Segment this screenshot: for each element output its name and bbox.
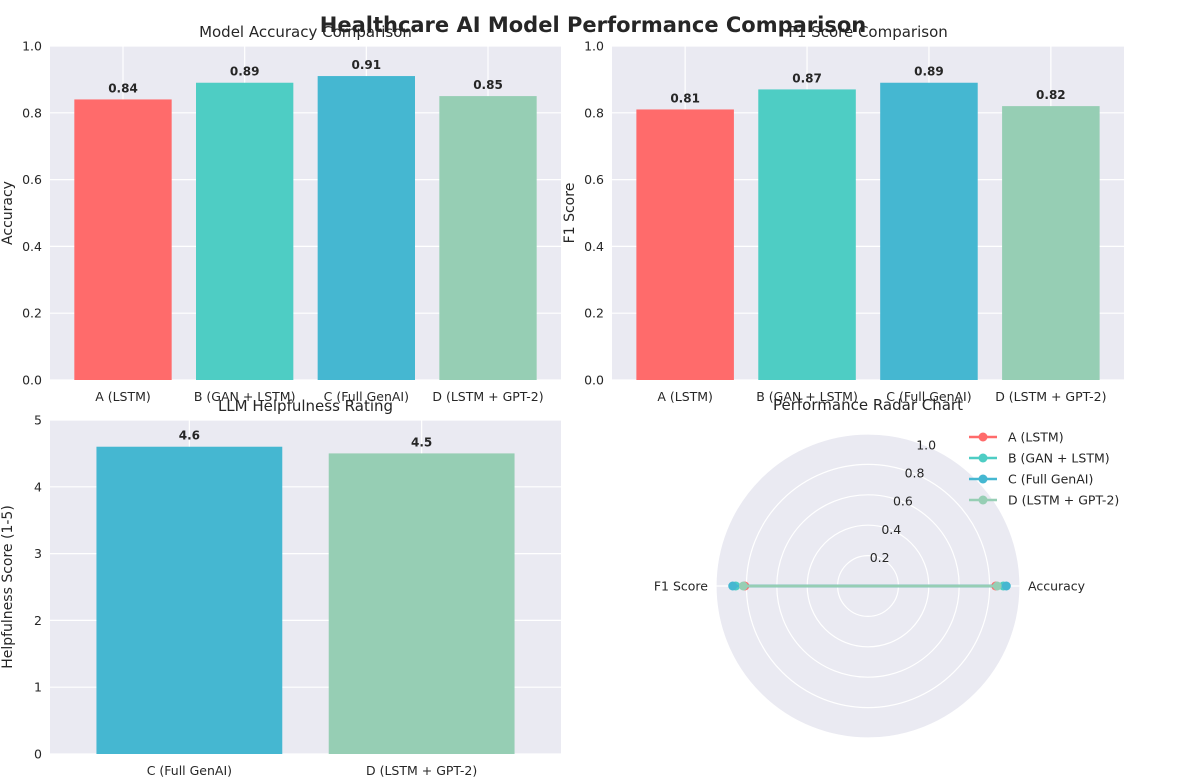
figure-title: Healthcare AI Model Performance Comparis… xyxy=(320,13,866,37)
bar-a-lstm xyxy=(636,109,734,381)
radar-point-c-full-genai xyxy=(728,581,738,591)
y-tick-label: 0 xyxy=(34,747,42,762)
y-tick-label: 0.6 xyxy=(584,172,604,187)
y-tick-label: 0.0 xyxy=(22,373,42,388)
y-tick-label: 5 xyxy=(34,413,42,428)
radar-ring-label: 1.0 xyxy=(916,438,936,453)
y-axis-label: Accuracy xyxy=(0,181,16,245)
legend-marker xyxy=(978,432,988,442)
x-tick-label: A (LSTM) xyxy=(95,389,151,404)
bar-d-lstm-gpt-2 xyxy=(328,453,515,754)
bar-a-lstm xyxy=(74,99,172,380)
y-tick-label: 0.6 xyxy=(22,172,42,187)
y-tick-label: 0.0 xyxy=(584,373,604,388)
radar-ring-label: 0.8 xyxy=(905,466,925,481)
y-tick-label: 0.8 xyxy=(22,105,42,120)
legend-marker xyxy=(978,495,988,505)
y-tick-label: 0.2 xyxy=(584,306,604,321)
radar-point-d-lstm-gpt-2 xyxy=(738,581,748,591)
bar-chart-panel-3: 0 1 2 3 4 5 4.6 C (Full GenAI) 4.5 D (LSTM + GPT-… xyxy=(0,397,561,778)
bar-c-full-genai xyxy=(96,446,283,754)
y-axis-label: F1 Score xyxy=(562,183,578,244)
x-tick-label: B (GAN + LSTM) xyxy=(756,389,858,404)
bar-value-label: 0.81 xyxy=(670,91,700,105)
y-tick-label: 0.4 xyxy=(22,239,42,254)
radar-point-c-full-genai xyxy=(1001,581,1011,591)
x-tick-label: C (Full GenAI) xyxy=(886,389,971,404)
bar-value-label: 0.82 xyxy=(1036,88,1066,102)
radar-chart-panel: 0.2 0.4 0.6 0.8 1.0 Accuracy F1 Score Performan… xyxy=(654,396,1119,739)
radar-ring-label: 0.4 xyxy=(881,522,901,537)
bar-d-lstm-gpt-2 xyxy=(1002,106,1100,381)
radar-axis-label: F1 Score xyxy=(654,579,708,594)
legend-label: B (GAN + LSTM) xyxy=(1008,451,1110,466)
legend-label: D (LSTM + GPT-2) xyxy=(1008,493,1119,508)
y-axis-label: Helpfulness Score (1-5) xyxy=(0,505,16,669)
x-tick-label: C (Full GenAI) xyxy=(147,763,232,778)
y-tick-label: 1.0 xyxy=(22,39,42,54)
chart-title: Performance Radar Chart xyxy=(773,396,963,414)
radar-legend: A (LSTM) B (GAN + LSTM) C (Full GenAI) D (L… xyxy=(969,430,1119,508)
radar-ring-label: 0.2 xyxy=(870,550,890,565)
x-tick-label: A (LSTM) xyxy=(657,389,713,404)
bar-d-lstm-gpt-2 xyxy=(439,96,537,380)
bar-chart-panel-1: 0.0 0.2 0.4 0.6 0.8 1.0 0.84 A (LSTM) 0.89 B (GAN… xyxy=(0,23,561,404)
chart-title: LLM Helpfulness Rating xyxy=(218,397,393,415)
y-tick-label: 0.8 xyxy=(584,105,604,120)
y-tick-label: 3 xyxy=(34,546,42,561)
bar-b-gan-lstm xyxy=(758,89,856,381)
x-tick-label: D (LSTM + GPT-2) xyxy=(366,763,477,778)
bar-c-full-genai xyxy=(317,76,415,380)
bar-value-label: 0.85 xyxy=(473,78,503,92)
radar-ring-label: 0.6 xyxy=(893,494,913,509)
bar-b-gan-lstm xyxy=(196,82,294,381)
bar-value-label: 0.89 xyxy=(230,65,260,79)
chart-title: Model Accuracy Comparison xyxy=(199,23,412,41)
radar-axis-label: Accuracy xyxy=(1028,579,1086,594)
y-tick-label: 4 xyxy=(34,479,42,494)
x-tick-label: D (LSTM + GPT-2) xyxy=(432,389,543,404)
x-tick-label: B (GAN + LSTM) xyxy=(194,389,296,404)
y-tick-label: 0.2 xyxy=(22,306,42,321)
bar-c-full-genai xyxy=(880,82,978,381)
y-tick-label: 0.4 xyxy=(584,239,604,254)
bar-chart-panel-2: 0.0 0.2 0.4 0.6 0.8 1.0 0.81 A (LSTM) 0.87 B (GAN… xyxy=(562,23,1124,404)
bar-value-label: 0.89 xyxy=(914,65,944,79)
y-tick-label: 1.0 xyxy=(584,39,604,54)
chart-title: F1 Score Comparison xyxy=(788,23,948,41)
y-tick-label: 1 xyxy=(34,680,42,695)
legend-label: A (LSTM) xyxy=(1008,430,1064,445)
bar-value-label: 4.5 xyxy=(411,435,432,449)
bar-value-label: 4.6 xyxy=(179,429,200,443)
bar-value-label: 0.84 xyxy=(108,81,138,95)
y-tick-label: 2 xyxy=(34,613,42,628)
radar-point-d-lstm-gpt-2 xyxy=(992,581,1002,591)
x-tick-label: D (LSTM + GPT-2) xyxy=(995,389,1106,404)
legend-marker xyxy=(978,474,988,484)
bar-value-label: 0.87 xyxy=(792,71,822,85)
bar-value-label: 0.91 xyxy=(352,58,382,72)
legend-marker xyxy=(978,453,988,463)
x-tick-label: C (Full GenAI) xyxy=(324,389,409,404)
legend-label: C (Full GenAI) xyxy=(1008,472,1093,487)
